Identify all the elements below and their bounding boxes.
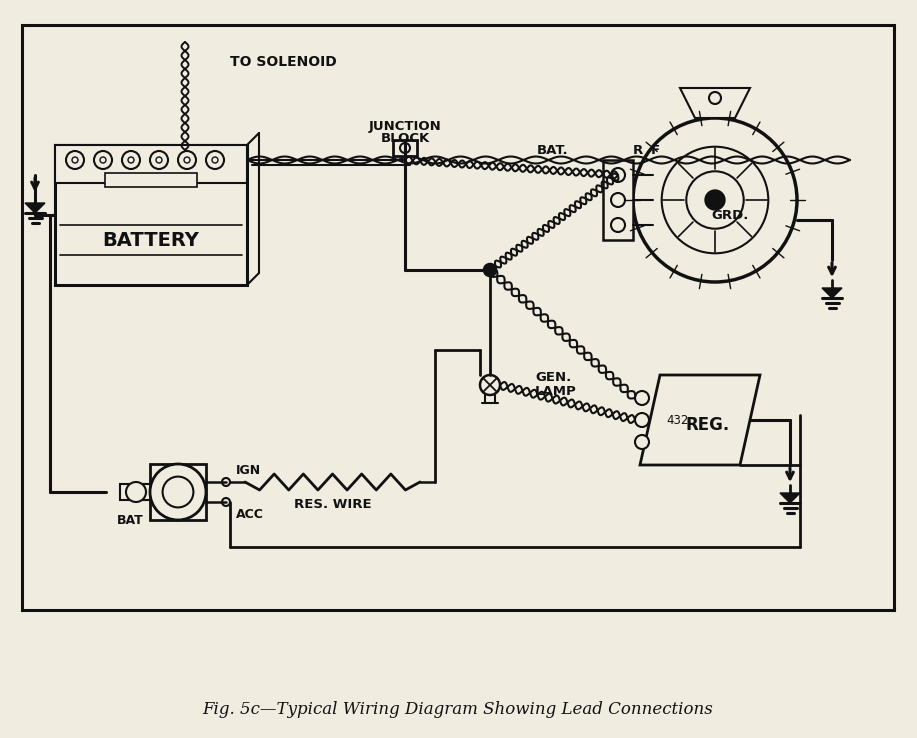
Circle shape [484, 264, 496, 276]
Circle shape [184, 157, 190, 163]
Circle shape [662, 147, 768, 253]
Circle shape [480, 375, 500, 395]
Circle shape [150, 151, 168, 169]
Circle shape [128, 157, 134, 163]
Text: JUNCTION: JUNCTION [369, 120, 441, 133]
Circle shape [162, 477, 193, 508]
Bar [105, 173, 197, 187]
Circle shape [178, 151, 196, 169]
Bar [55, 145, 247, 183]
Circle shape [100, 157, 106, 163]
Text: R: R [633, 143, 643, 156]
Text: LAMP: LAMP [535, 384, 577, 398]
Circle shape [156, 157, 162, 163]
Circle shape [72, 157, 78, 163]
Text: REG.: REG. [686, 416, 730, 434]
Text: F: F [650, 143, 659, 156]
Circle shape [150, 464, 206, 520]
Circle shape [635, 391, 649, 405]
Bar [393, 140, 417, 156]
Circle shape [400, 143, 410, 153]
Polygon shape [780, 493, 800, 503]
Text: 432: 432 [667, 413, 690, 427]
Circle shape [611, 168, 625, 182]
Circle shape [126, 482, 146, 502]
Circle shape [705, 190, 724, 210]
Circle shape [635, 413, 649, 427]
Text: TO SOLENOID: TO SOLENOID [230, 55, 337, 69]
Polygon shape [680, 88, 750, 118]
Circle shape [635, 435, 649, 449]
Circle shape [686, 171, 744, 229]
Text: GEN.: GEN. [535, 370, 571, 384]
Circle shape [611, 218, 625, 232]
Circle shape [206, 151, 224, 169]
Circle shape [212, 157, 218, 163]
Polygon shape [640, 375, 760, 465]
Text: Fig. 5c—Typical Wiring Diagram Showing Lead Connections: Fig. 5c—Typical Wiring Diagram Showing L… [203, 702, 713, 719]
Text: RES. WIRE: RES. WIRE [293, 497, 371, 511]
Text: BAT.: BAT. [537, 143, 569, 156]
Bar [150, 464, 206, 520]
Circle shape [709, 92, 721, 104]
Polygon shape [822, 288, 842, 298]
Text: GRD.: GRD. [712, 209, 748, 221]
Circle shape [633, 118, 797, 282]
Text: BAT: BAT [116, 514, 143, 526]
Circle shape [222, 478, 230, 486]
Text: IGN: IGN [236, 463, 261, 477]
Circle shape [611, 193, 625, 207]
Circle shape [122, 151, 140, 169]
Text: BATTERY: BATTERY [103, 230, 199, 249]
Text: ACC: ACC [236, 508, 264, 520]
Bar [603, 160, 633, 240]
Circle shape [94, 151, 112, 169]
Bar [22, 25, 894, 610]
Text: BLOCK: BLOCK [381, 131, 430, 145]
Bar [55, 145, 247, 285]
Polygon shape [25, 203, 45, 213]
Bar [120, 484, 152, 500]
Circle shape [222, 498, 230, 506]
Circle shape [66, 151, 84, 169]
